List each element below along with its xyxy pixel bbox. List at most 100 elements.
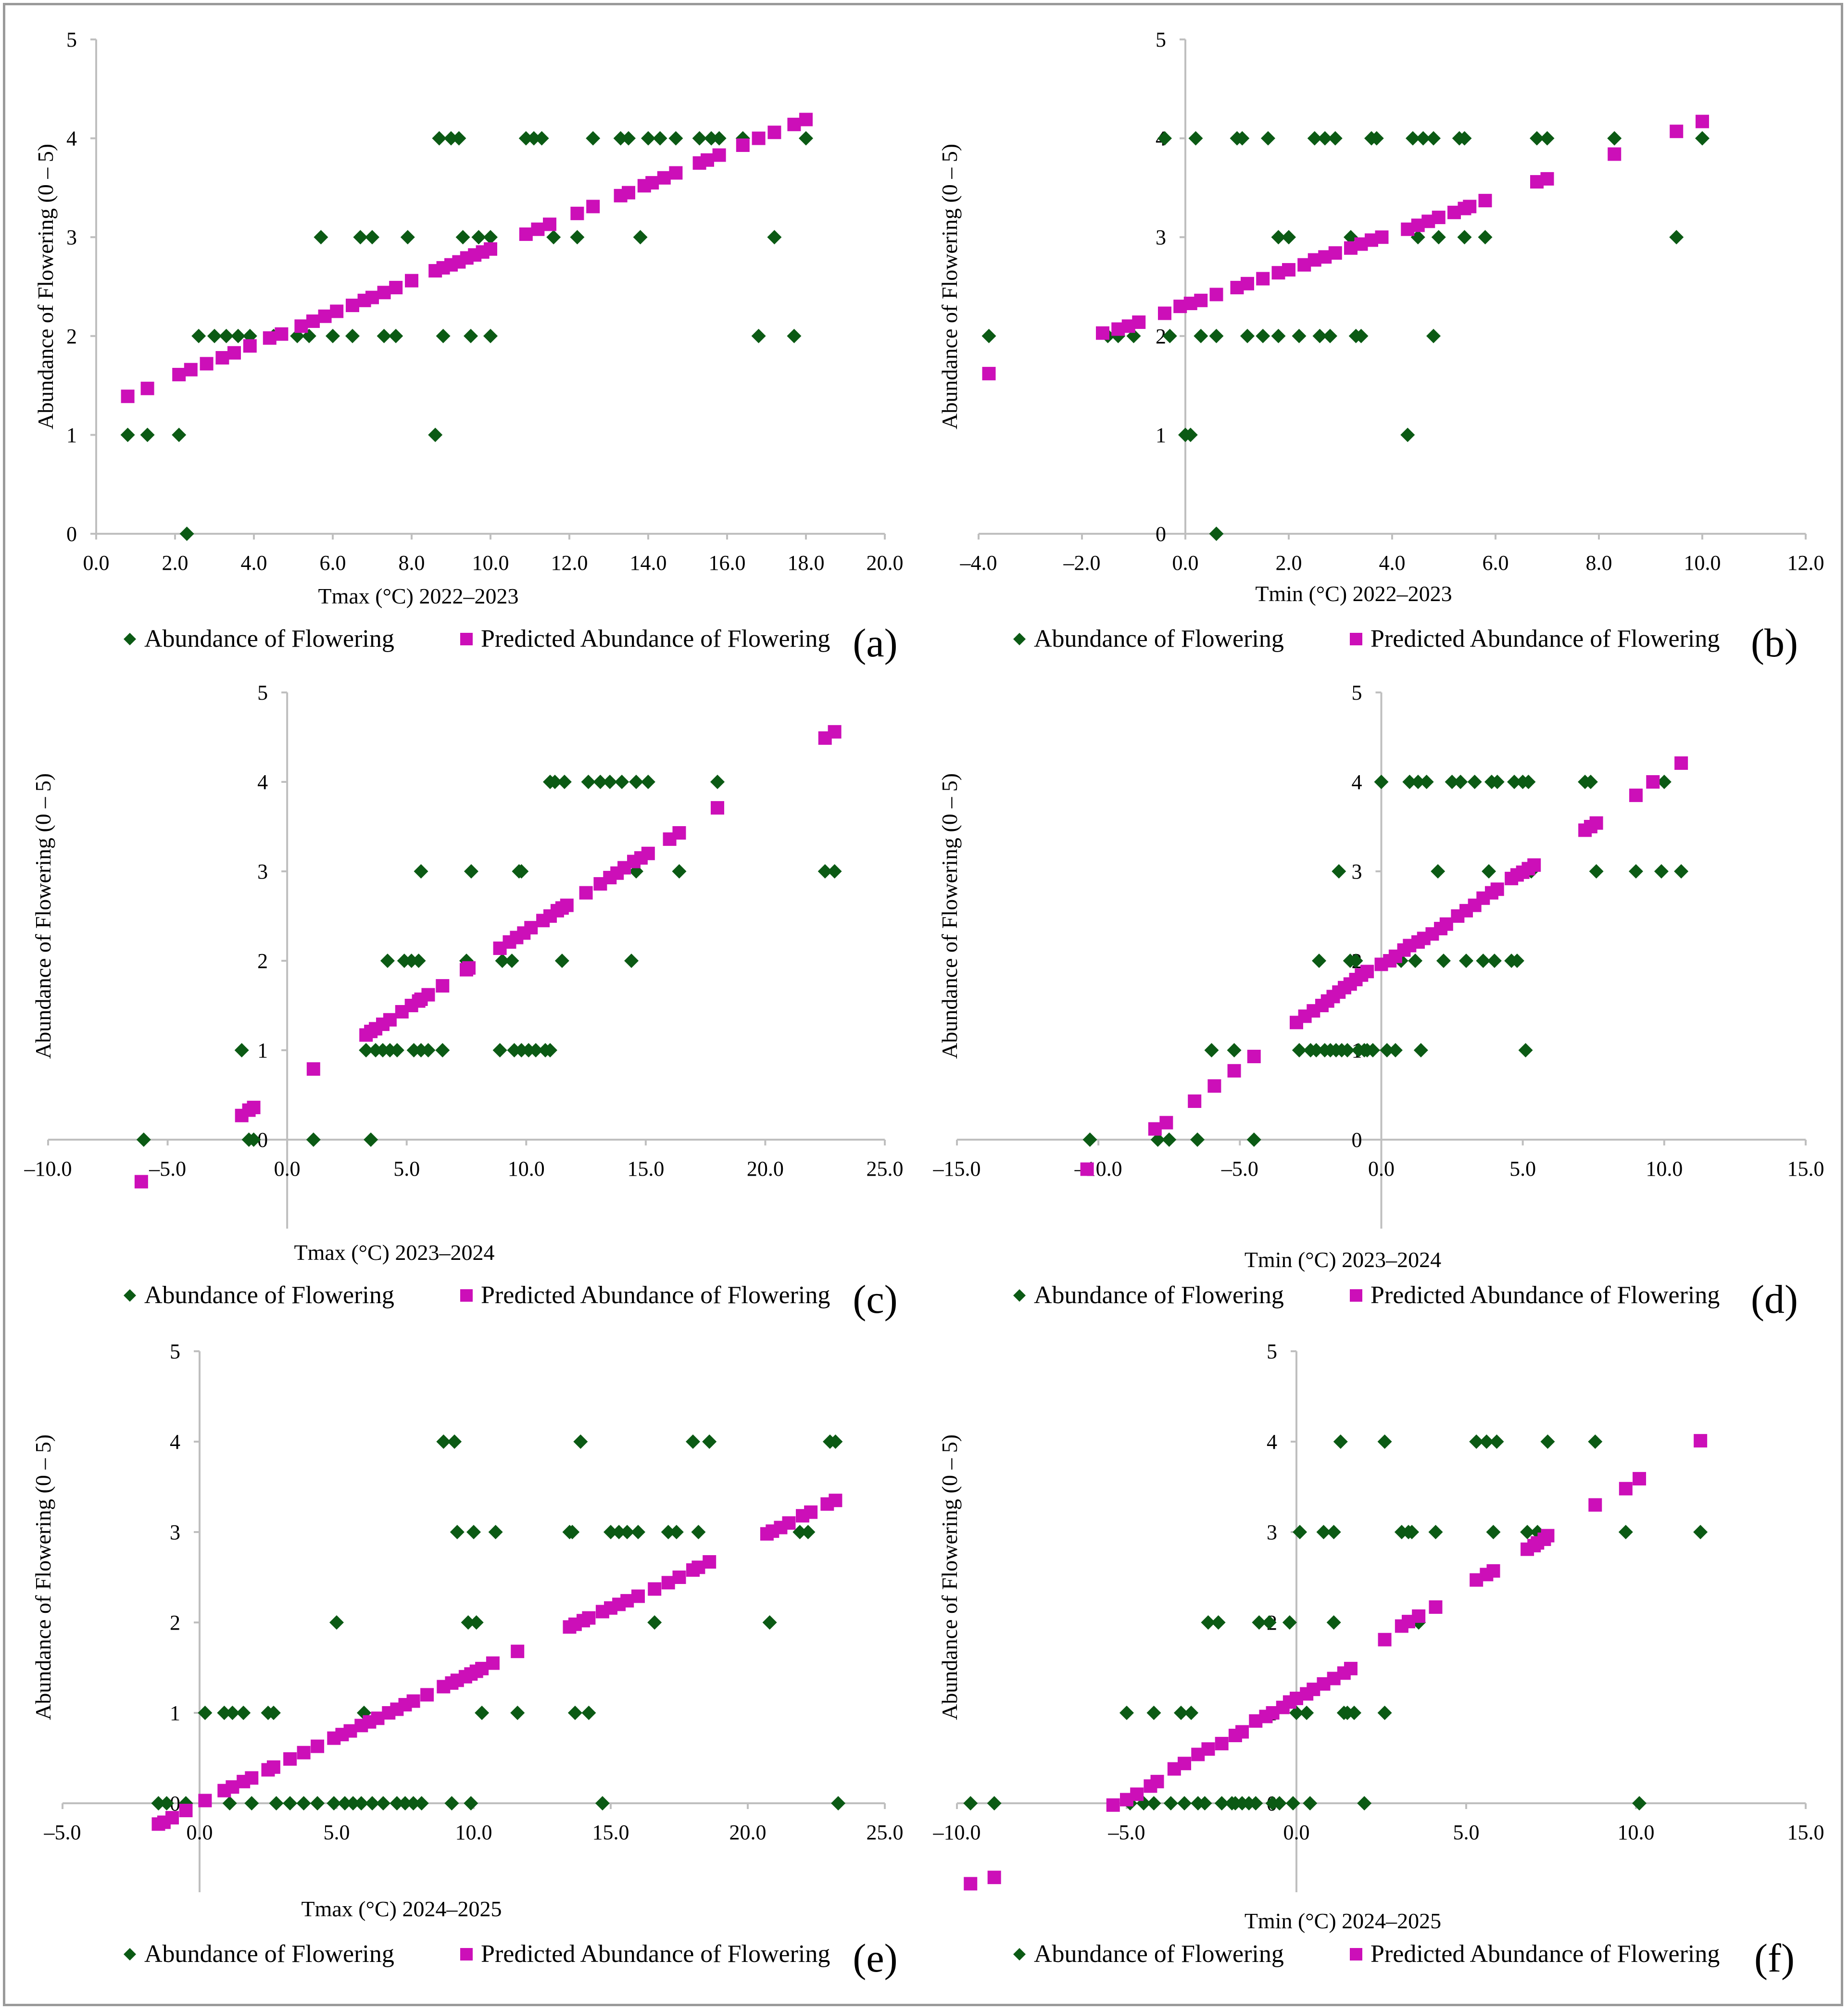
predicted-point	[1378, 1633, 1392, 1647]
predicted-point	[657, 171, 671, 185]
observed-point	[1540, 131, 1555, 146]
series-observed	[963, 1434, 1708, 1810]
y-tick-label: 0	[66, 522, 77, 546]
observed-point	[222, 1796, 237, 1810]
observed-point	[710, 775, 725, 789]
x-tick-label: –5.0	[1221, 1157, 1258, 1181]
x-tick-label: 0.0	[274, 1157, 301, 1181]
predicted-point	[311, 1739, 325, 1753]
predicted-point	[622, 186, 635, 200]
predicted-point	[306, 1062, 320, 1076]
y-tick-label: 4	[1352, 770, 1362, 794]
observed-point	[483, 328, 498, 343]
predicted-point	[1080, 1162, 1094, 1176]
predicted-point	[1150, 1774, 1164, 1788]
x-tick-label: 12.0	[551, 551, 588, 575]
observed-point	[380, 954, 395, 968]
observed-point	[1476, 954, 1491, 968]
observed-point	[1190, 1132, 1205, 1147]
panel-label: (c)	[853, 1277, 897, 1322]
panel-label: (f)	[1754, 1936, 1795, 1981]
observed-point	[629, 775, 643, 789]
observed-point	[1365, 1043, 1380, 1057]
legend-predicted-label: Predicted Abundance of Flowering	[1370, 1940, 1720, 1968]
observed-point	[179, 527, 194, 541]
observed-point	[661, 1525, 676, 1539]
y-tick-label: 0	[1156, 522, 1166, 546]
observed-point	[1209, 527, 1224, 541]
observed-point	[314, 230, 328, 245]
predicted-point	[318, 309, 332, 323]
legend-predicted-marker	[1350, 633, 1362, 645]
panel-label: (d)	[1751, 1277, 1798, 1322]
observed-point	[1299, 1706, 1314, 1720]
y-tick-label: 3	[1352, 860, 1362, 883]
y-tick-label: 3	[1156, 226, 1166, 249]
predicted-point	[531, 222, 545, 236]
observed-point	[1177, 1796, 1192, 1810]
predicted-point	[519, 227, 533, 241]
predicted-point	[787, 117, 801, 131]
series-observed	[136, 775, 842, 1147]
observed-point	[668, 131, 683, 146]
predicted-point	[179, 1804, 193, 1818]
observed-point	[672, 864, 687, 879]
predicted-point	[486, 1656, 500, 1670]
observed-point	[543, 1043, 557, 1057]
legend-predicted-marker	[1350, 1289, 1362, 1302]
x-tick-label: 10.0	[1646, 1157, 1683, 1181]
predicted-point	[172, 367, 186, 381]
observed-point	[1588, 1434, 1603, 1449]
predicted-point	[1674, 756, 1688, 770]
observed-point	[1282, 230, 1296, 245]
predicted-point	[1256, 272, 1270, 286]
y-tick-label: 2	[257, 949, 268, 973]
observed-point	[1119, 1706, 1134, 1720]
observed-point	[411, 954, 426, 968]
observed-point	[1347, 1706, 1362, 1720]
predicted-point	[1282, 263, 1295, 277]
observed-point	[159, 1796, 174, 1810]
observed-point	[231, 328, 246, 343]
legend: Abundance of Flowering Predicted Abundanc…	[124, 1282, 830, 1309]
predicted-point	[1158, 306, 1171, 320]
predicted-point	[306, 314, 320, 328]
legend-observed-label: Abundance of Flowering	[1034, 1940, 1284, 1968]
observed-point	[1413, 1043, 1428, 1057]
observed-point	[447, 1434, 462, 1449]
predicted-point	[134, 1175, 148, 1189]
legend-observed-label: Abundance of Flowering	[1034, 625, 1284, 653]
x-tick-label: 10.0	[1684, 551, 1721, 575]
y-tick-label: 4	[66, 127, 77, 151]
observed-point	[354, 1796, 369, 1810]
predicted-point	[1194, 293, 1208, 307]
observed-point	[1629, 864, 1643, 879]
observed-point	[1654, 864, 1669, 879]
observed-point	[1410, 775, 1425, 789]
observed-point	[1469, 1434, 1484, 1449]
x-tick-label: 0.0	[1172, 551, 1199, 575]
observed-point	[120, 427, 135, 442]
observed-point	[1377, 1706, 1392, 1720]
predicted-point	[1478, 194, 1492, 208]
y-tick-label: 5	[257, 681, 268, 704]
y-tick-label: 5	[66, 28, 77, 51]
observed-point	[801, 1525, 816, 1539]
predicted-point	[1241, 277, 1254, 290]
observed-point	[1490, 775, 1505, 789]
observed-point	[1426, 131, 1441, 146]
observed-point	[647, 1615, 662, 1630]
y-tick-label: 0	[257, 1128, 268, 1152]
observed-point	[191, 328, 206, 343]
predicted-point	[1235, 1725, 1249, 1739]
predicted-point	[184, 363, 198, 377]
x-tick-label: 4.0	[241, 551, 267, 575]
observed-point	[495, 954, 510, 968]
predicted-point	[782, 1516, 796, 1530]
observed-point	[389, 328, 403, 343]
x-tick-label: 20.0	[729, 1821, 767, 1844]
observed-point	[528, 1043, 543, 1057]
observed-point	[817, 864, 832, 879]
observed-point	[1509, 954, 1524, 968]
